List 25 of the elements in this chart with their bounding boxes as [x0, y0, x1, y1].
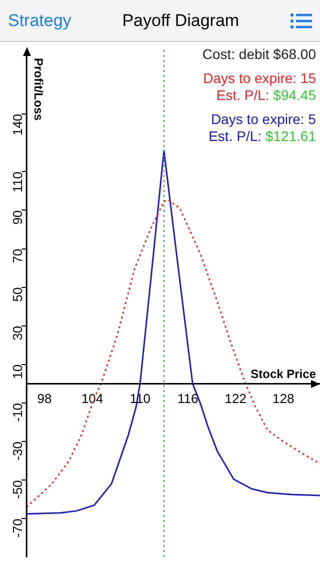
x-tick-label: 98 [37, 391, 52, 406]
x-tick-label: 104 [81, 391, 104, 406]
y-tick-label: 110 [10, 172, 26, 192]
y-tick-label: -30 [10, 442, 26, 460]
y-tick-label: 70 [10, 248, 26, 264]
annotation: Cost: debit $68.00 [202, 46, 316, 62]
y-tick-label: 50 [10, 287, 26, 302]
y-tick-label: -10 [10, 402, 26, 422]
x-axis-title: Stock Price [250, 367, 316, 382]
annotation: Est. P/L: $121.61 [208, 128, 316, 144]
chart-title: Payoff Diagram [122, 10, 240, 30]
x-tick-label: 116 [177, 391, 198, 406]
y-axis-title: Profit/Loss [31, 58, 46, 121]
text: Days to expire: 15 [203, 70, 316, 86]
y-tick-label: 30 [10, 326, 26, 340]
y-tick-label: -70 [10, 518, 26, 538]
y-tick-label: 90 [10, 210, 26, 225]
text: Strategy [8, 10, 72, 30]
y-tick-label: -50 [10, 480, 26, 499]
y-tick-label: 10 [10, 364, 26, 379]
text: Days to expire: 5 [210, 110, 316, 127]
y-tick-label: 140 [10, 114, 26, 136]
x-tick-label: 122 [224, 391, 246, 406]
x-tick-label: 128 [272, 391, 294, 406]
annotation: Est. P/L: $94.45 [216, 86, 316, 103]
